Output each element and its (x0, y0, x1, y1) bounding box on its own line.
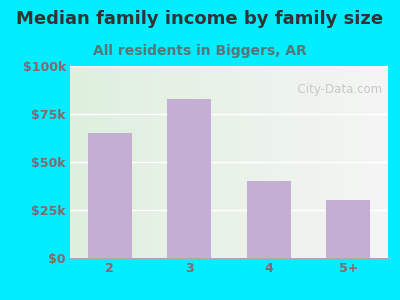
Text: All residents in Biggers, AR: All residents in Biggers, AR (93, 44, 307, 58)
Bar (247, 181, 291, 258)
Text: Median family income by family size: Median family income by family size (16, 11, 384, 28)
Bar (88, 133, 132, 258)
Bar (167, 99, 211, 258)
Text: City-Data.com: City-Data.com (290, 82, 382, 95)
Bar (326, 200, 370, 258)
